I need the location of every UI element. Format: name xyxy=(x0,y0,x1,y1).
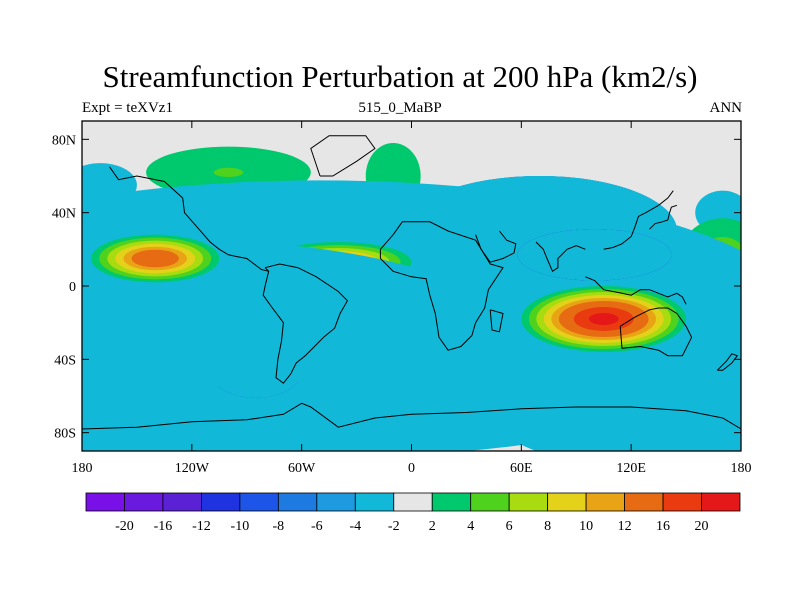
lon-tick-label: 180 xyxy=(72,461,93,476)
coastline xyxy=(82,402,741,430)
colorbar-swatch xyxy=(393,492,433,512)
coastline xyxy=(585,276,687,305)
colorbar-label: 8 xyxy=(544,519,551,534)
colorbar-label: 10 xyxy=(579,519,593,534)
lon-tick-label: 60W xyxy=(288,461,316,476)
coastline xyxy=(219,248,269,272)
contour-band xyxy=(213,167,244,177)
map-axes: 180 120W 60W 0 60E 120E 180 80N 40N 0 40S 80S xyxy=(52,121,752,476)
plot-title: Streamfunction Perturbation at 200 hPa (… xyxy=(102,59,698,94)
colorbar-label: 12 xyxy=(618,519,632,534)
colorbar-swatch xyxy=(316,492,356,512)
colorbar-swatch xyxy=(239,492,279,512)
lat-tick-label: 40S xyxy=(54,353,76,368)
colorbar-label: -6 xyxy=(311,519,323,534)
lon-tick-label: 60E xyxy=(510,461,533,476)
coastline xyxy=(475,230,517,263)
colorbar-swatch xyxy=(508,492,549,512)
lat-tick-label: 80S xyxy=(54,427,76,442)
lat-tick-label: 40N xyxy=(52,207,76,222)
colorbar-label: 2 xyxy=(429,519,436,534)
colorbar-swatch xyxy=(662,492,702,512)
season-label: ANN xyxy=(709,100,743,116)
colorbar-label: -12 xyxy=(192,519,211,534)
colorbar-swatch xyxy=(624,492,664,512)
colorbar-swatch xyxy=(701,492,741,512)
coastline xyxy=(262,263,349,384)
colorbar-swatch xyxy=(277,492,318,512)
colorbar-swatch xyxy=(354,492,395,512)
colorbar-label: -8 xyxy=(273,519,285,534)
coastline xyxy=(619,307,693,357)
coastline xyxy=(603,190,674,250)
colorbar-swatch xyxy=(585,492,625,512)
coastlines xyxy=(82,135,741,430)
colorbar-swatch xyxy=(470,492,510,512)
coastline xyxy=(109,166,220,250)
contour-band xyxy=(131,249,179,268)
streamfunction-map xyxy=(81,120,742,452)
colorbar: -20 -16 -12 -10 -8 -6 -4 -2 2 4 6 8 10 12 16 20 xyxy=(85,492,741,534)
lon-tick-label: 120E xyxy=(616,461,646,476)
contour-band xyxy=(588,313,619,325)
colorbar-swatch xyxy=(124,492,164,512)
colorbar-label: 6 xyxy=(506,519,513,534)
colorbar-label: 4 xyxy=(467,519,474,534)
contour-fill xyxy=(82,121,741,451)
lat-tick-label: 0 xyxy=(69,280,76,295)
experiment-label: Expt = teXVz1 xyxy=(82,100,173,116)
colorbar-swatch xyxy=(201,492,241,512)
coastline xyxy=(310,135,376,177)
period-label: 515_0_MaBP xyxy=(358,100,442,116)
colorbar-label: 16 xyxy=(656,519,670,534)
colorbar-label: -10 xyxy=(231,519,250,534)
colorbar-swatch xyxy=(162,492,202,512)
colorbar-label: -2 xyxy=(388,519,400,534)
colorbar-swatch xyxy=(431,492,472,512)
colorbar-swatch xyxy=(547,492,587,512)
colorbar-swatch xyxy=(85,492,125,512)
coastline xyxy=(489,309,504,333)
colorbar-label: -20 xyxy=(115,519,134,534)
coastline xyxy=(649,204,678,230)
lat-tick-label: 80N xyxy=(52,133,76,148)
coastline xyxy=(379,221,504,351)
lon-tick-label: 0 xyxy=(408,461,415,476)
colorbar-label: -16 xyxy=(154,519,173,534)
colorbar-label: -4 xyxy=(349,519,361,534)
lon-tick-label: 180 xyxy=(731,461,752,476)
lon-tick-label: 120W xyxy=(175,461,210,476)
colorbar-label: 20 xyxy=(695,519,709,534)
coastline xyxy=(716,353,739,371)
coastline xyxy=(535,241,586,273)
contour-band xyxy=(517,229,672,281)
